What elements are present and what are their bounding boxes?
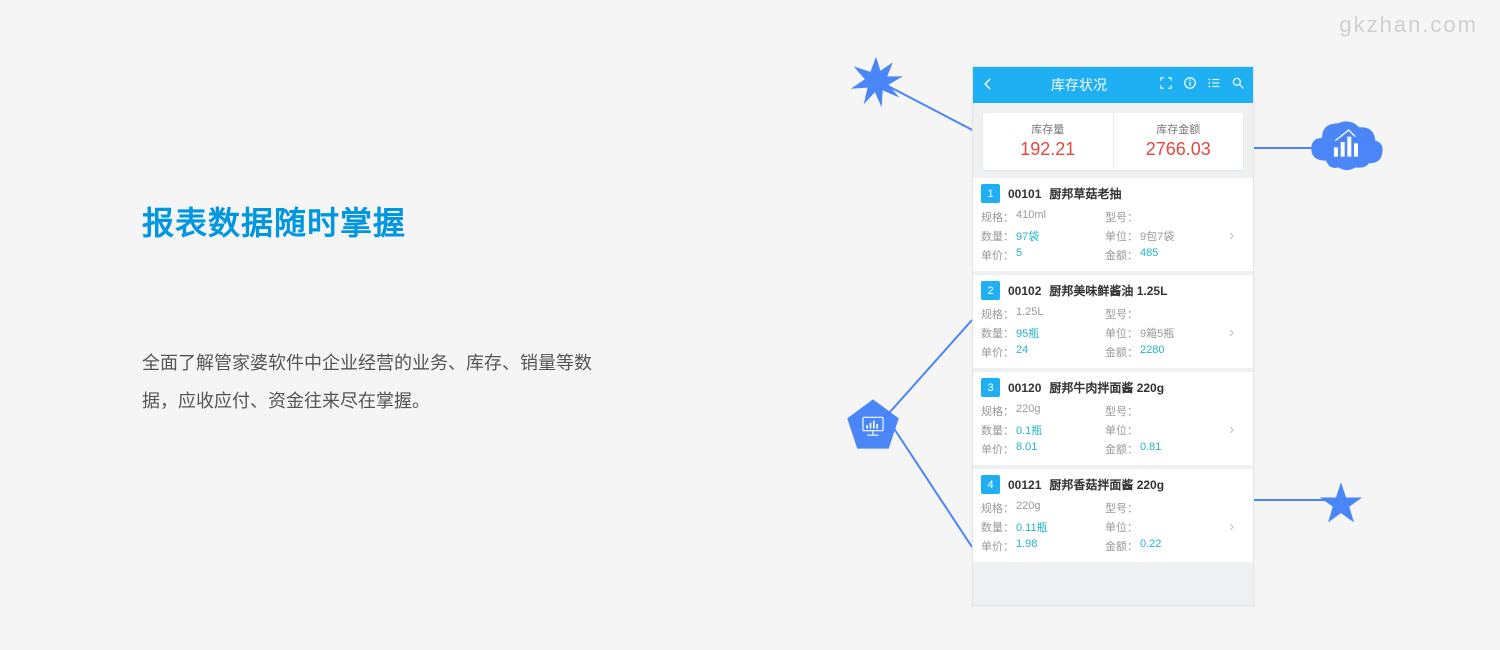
summary-stock-amount: 库存金额 2766.03 <box>1114 113 1244 170</box>
inventory-item[interactable]: 2 00102 厨邦美味鲜酱油 1.25L 规格：1.25L 型号： 数量：95… <box>973 275 1253 368</box>
unit-field: 单位：9箱5瓶 <box>1105 325 1229 341</box>
item-index-badge: 4 <box>981 475 1000 494</box>
screen-title: 库存状况 <box>999 75 1159 95</box>
feature-text-panel: 报表数据随时掌握 全面了解管家婆软件中企业经营的业务、库存、销量等数据，应收应付… <box>142 198 622 420</box>
header-actions <box>1159 76 1245 95</box>
chevron-right-icon: › <box>1229 227 1245 245</box>
item-detail: 规格：1.25L 型号： 数量：95瓶 单位：9箱5瓶 单价：24 金额：228… <box>973 304 1253 368</box>
item-code: 00102 <box>1008 284 1041 298</box>
chevron-right-icon: › <box>1229 421 1245 439</box>
qty-field: 数量：0.1瓶 <box>981 422 1105 438</box>
phone-mockup: 库存状况 库存量 192.21 库存金额 2766.03 1 00101 厨邦草… <box>972 66 1254 606</box>
amount-field: 金额：0.81 <box>1105 441 1229 457</box>
amount-field: 金额：2280 <box>1105 344 1229 360</box>
search-icon[interactable] <box>1231 76 1245 95</box>
cloud-chart-icon <box>1306 112 1386 176</box>
price-field: 单价：5 <box>981 247 1105 263</box>
monitor-pentagon-icon <box>845 396 901 452</box>
qty-field: 数量：95瓶 <box>981 325 1105 341</box>
model-field: 型号： <box>1105 306 1229 322</box>
watermark: gkzhan.com <box>1339 12 1478 38</box>
item-code: 00121 <box>1008 478 1041 492</box>
amount-field: 金额：485 <box>1105 247 1229 263</box>
spec-field: 规格：220g <box>981 403 1105 419</box>
inventory-item[interactable]: 1 00101 厨邦草菇老抽 规格：410ml 型号： 数量：97袋 单位：9包… <box>973 178 1253 271</box>
summary-value: 2766.03 <box>1114 139 1244 160</box>
model-field: 型号： <box>1105 403 1229 419</box>
inventory-item[interactable]: 3 00120 厨邦牛肉拌面酱 220g 规格：220g 型号： 数量：0.1瓶… <box>973 372 1253 465</box>
summary-stock-qty: 库存量 192.21 <box>983 113 1114 170</box>
inventory-item[interactable]: 4 00121 厨邦香菇拌面酱 220g 规格：220g 型号： 数量：0.11… <box>973 469 1253 562</box>
star-icon <box>1318 480 1364 526</box>
item-detail: 规格：220g 型号： 数量：0.11瓶 单位： 单价：1.98 金额：0.22… <box>973 498 1253 562</box>
amount-field: 金额：0.22 <box>1105 538 1229 554</box>
item-header: 4 00121 厨邦香菇拌面酱 220g <box>973 469 1253 498</box>
chevron-right-icon: › <box>1229 324 1245 342</box>
unit-field: 单位： <box>1105 519 1229 535</box>
item-header: 3 00120 厨邦牛肉拌面酱 220g <box>973 372 1253 401</box>
item-index-badge: 3 <box>981 378 1000 397</box>
item-name: 厨邦草菇老抽 <box>1049 185 1121 202</box>
spec-field: 规格：220g <box>981 500 1105 516</box>
back-button[interactable] <box>981 75 999 95</box>
qty-field: 数量：0.11瓶 <box>981 519 1105 535</box>
feature-title: 报表数据随时掌握 <box>142 198 622 244</box>
item-detail: 规格：410ml 型号： 数量：97袋 单位：9包7袋 单价：5 金额：485 … <box>973 207 1253 271</box>
item-header: 1 00101 厨邦草菇老抽 <box>973 178 1253 207</box>
model-field: 型号： <box>1105 209 1229 225</box>
item-name: 厨邦美味鲜酱油 1.25L <box>1049 282 1167 299</box>
spec-field: 规格：1.25L <box>981 306 1105 322</box>
model-field: 型号： <box>1105 500 1229 516</box>
item-name: 厨邦香菇拌面酱 220g <box>1049 476 1164 493</box>
info-icon[interactable] <box>1183 76 1197 95</box>
burst-icon <box>848 54 904 110</box>
item-code: 00120 <box>1008 381 1041 395</box>
unit-field: 单位： <box>1105 422 1229 438</box>
chevron-right-icon: › <box>1229 518 1245 536</box>
qty-field: 数量：97袋 <box>981 228 1105 244</box>
price-field: 单价：8.01 <box>981 441 1105 457</box>
item-index-badge: 1 <box>981 184 1000 203</box>
item-code: 00101 <box>1008 187 1041 201</box>
item-detail: 规格：220g 型号： 数量：0.1瓶 单位： 单价：8.01 金额：0.81 … <box>973 401 1253 465</box>
summary-label: 库存金额 <box>1114 121 1244 137</box>
spec-field: 规格：410ml <box>981 209 1105 225</box>
price-field: 单价：1.98 <box>981 538 1105 554</box>
app-header: 库存状况 <box>973 67 1253 103</box>
item-header: 2 00102 厨邦美味鲜酱油 1.25L <box>973 275 1253 304</box>
summary-label: 库存量 <box>983 121 1113 137</box>
summary-value: 192.21 <box>983 139 1113 160</box>
item-index-badge: 2 <box>981 281 1000 300</box>
item-list: 1 00101 厨邦草菇老抽 规格：410ml 型号： 数量：97袋 单位：9包… <box>973 178 1253 562</box>
summary-card: 库存量 192.21 库存金额 2766.03 <box>983 113 1243 170</box>
scan-icon[interactable] <box>1159 76 1173 95</box>
price-field: 单价：24 <box>981 344 1105 360</box>
feature-description: 全面了解管家婆软件中企业经营的业务、库存、销量等数据，应收应付、资金往来尽在掌握… <box>142 344 622 420</box>
unit-field: 单位：9包7袋 <box>1105 228 1229 244</box>
item-name: 厨邦牛肉拌面酱 220g <box>1049 379 1164 396</box>
list-icon[interactable] <box>1207 76 1221 95</box>
